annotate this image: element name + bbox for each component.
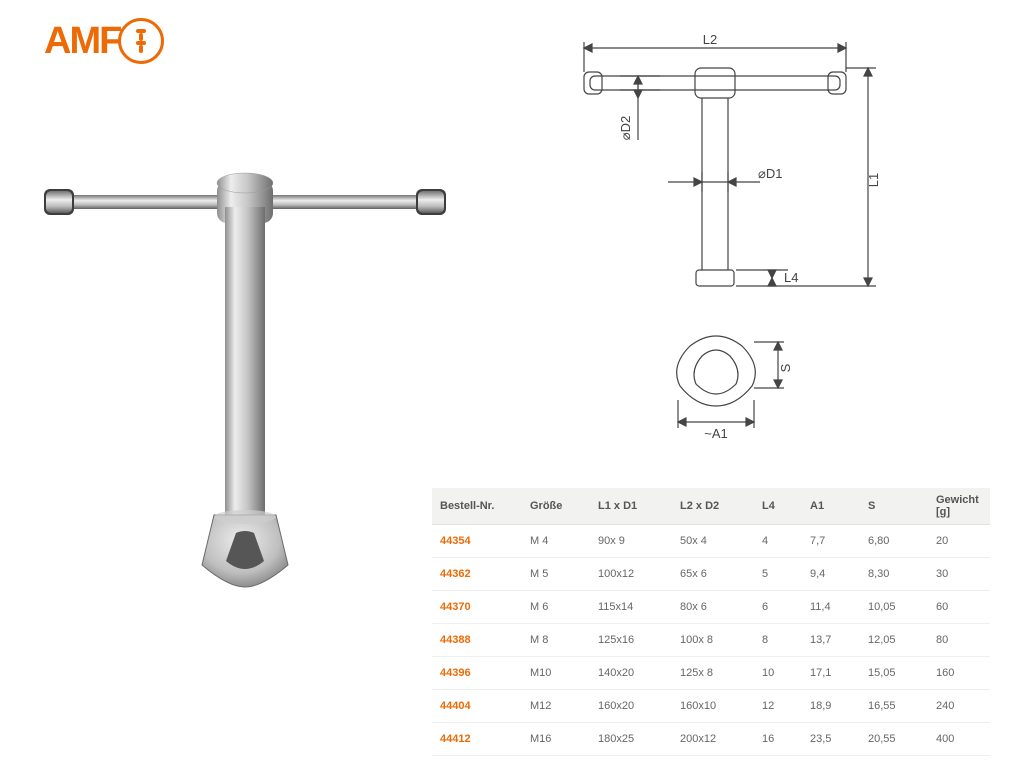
order-number-link[interactable]: 44370 [432,591,522,624]
spec-cell: 20 [928,525,990,558]
spec-cell: 23,5 [802,723,860,756]
spec-cell: 18,9 [802,690,860,723]
table-row: 44388M 8125x16100x 8813,712,0580 [432,624,990,657]
spec-cell: 6 [754,591,802,624]
spec-cell: 80x 6 [672,591,754,624]
brand-text: AMF [44,22,120,60]
spec-cell: 140x20 [590,657,672,690]
spec-cell: 160x20 [590,690,672,723]
table-row: 44396M10140x20125x 81017,115,05160 [432,657,990,690]
technical-drawing: L2 ⌀D2 ⌀D1 [560,30,980,450]
spec-cell: M 5 [522,558,590,591]
spec-cell: 80 [928,624,990,657]
dim-s-label: S [778,363,793,372]
brand-ring-icon [118,18,164,64]
spec-col-header: S [860,488,928,525]
table-row: 44362M 5100x1265x 659,48,3030 [432,558,990,591]
spec-cell: 30 [928,558,990,591]
order-number-link[interactable]: 44396 [432,657,522,690]
order-number-link[interactable]: 44404 [432,690,522,723]
product-render [30,135,460,605]
spec-cell: 16 [754,723,802,756]
spec-cell: 12,05 [860,624,928,657]
spec-table-body: 44354M 490x 950x 447,76,802044362M 5100x… [432,525,990,756]
spec-cell: 8 [754,624,802,657]
spec-cell: 10 [754,657,802,690]
spec-col-header: A1 [802,488,860,525]
spec-cell: 60 [928,591,990,624]
table-row: 44370M 6115x1480x 6611,410,0560 [432,591,990,624]
spec-cell: M 4 [522,525,590,558]
spec-cell: 125x16 [590,624,672,657]
spec-col-header: L4 [754,488,802,525]
dim-a1-label: ~A1 [704,426,728,441]
order-number-link[interactable]: 44388 [432,624,522,657]
spec-col-header: L2 x D2 [672,488,754,525]
spec-cell: 15,05 [860,657,928,690]
spec-cell: 100x12 [590,558,672,591]
spec-cell: 100x 8 [672,624,754,657]
spec-cell: 12 [754,690,802,723]
spec-cell: 4 [754,525,802,558]
spec-cell: 5 [754,558,802,591]
spec-cell: 9,4 [802,558,860,591]
spec-cell: 160 [928,657,990,690]
spec-cell: 65x 6 [672,558,754,591]
brand-logo: AMF [44,18,164,64]
spec-cell: 125x 8 [672,657,754,690]
spec-cell: 7,7 [802,525,860,558]
spec-cell: 11,4 [802,591,860,624]
spec-cell: 16,55 [860,690,928,723]
order-number-link[interactable]: 44412 [432,723,522,756]
spec-cell: 13,7 [802,624,860,657]
spec-cell: 240 [928,690,990,723]
spec-col-header: L1 x D1 [590,488,672,525]
spec-cell: 200x12 [672,723,754,756]
order-number-link[interactable]: 44362 [432,558,522,591]
table-row: 44354M 490x 950x 447,76,8020 [432,525,990,558]
dim-l1-label: L1 [866,173,881,187]
spec-cell: 50x 4 [672,525,754,558]
spec-cell: M 6 [522,591,590,624]
spec-cell: 6,80 [860,525,928,558]
spec-col-header: Größe [522,488,590,525]
spec-cell: 8,30 [860,558,928,591]
dim-d1-label: ⌀D1 [758,166,782,181]
spec-cell: M10 [522,657,590,690]
spec-cell: 160x10 [672,690,754,723]
table-row: 44412M16180x25200x121623,520,55400 [432,723,990,756]
dim-l2-label: L2 [703,32,717,47]
spec-cell: M 8 [522,624,590,657]
spec-cell: M16 [522,723,590,756]
spec-table: Bestell-Nr.GrößeL1 x D1L2 x D2L4A1SGewic… [432,488,990,756]
spec-cell: 17,1 [802,657,860,690]
spec-cell: 180x25 [590,723,672,756]
spec-cell: 90x 9 [590,525,672,558]
dim-l4-label: L4 [784,270,798,285]
page: AMF [0,0,1012,780]
table-row: 44404M12160x20160x101218,916,55240 [432,690,990,723]
spec-cell: M12 [522,690,590,723]
spec-cell: 115x14 [590,591,672,624]
spec-cell: 400 [928,723,990,756]
spec-col-header: Gewicht[g] [928,488,990,525]
brand-glyph-icon [132,27,150,55]
order-number-link[interactable]: 44354 [432,525,522,558]
spec-col-header: Bestell-Nr. [432,488,522,525]
spec-cell: 20,55 [860,723,928,756]
dim-d2-label: ⌀D2 [618,116,633,140]
spec-cell: 10,05 [860,591,928,624]
spec-table-head: Bestell-Nr.GrößeL1 x D1L2 x D2L4A1SGewic… [432,488,990,525]
